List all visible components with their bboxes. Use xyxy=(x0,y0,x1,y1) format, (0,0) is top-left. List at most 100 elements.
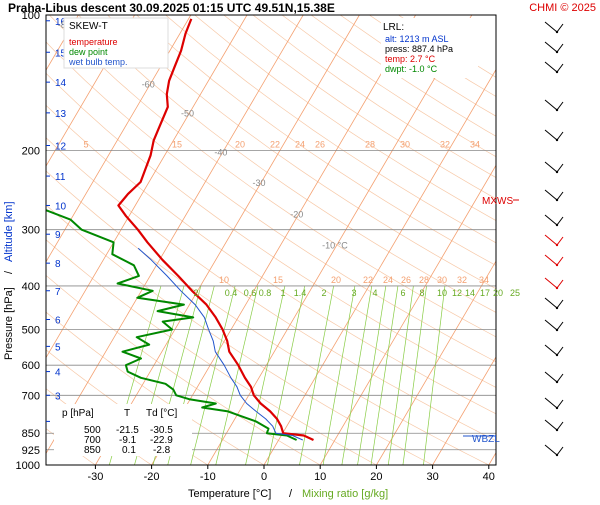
mixing-ratio-label: 26 xyxy=(315,139,325,149)
wind-barb-flag xyxy=(557,164,563,172)
lrl-label: LRL: xyxy=(383,22,404,33)
lrl-temp: temp: 2.7 °C xyxy=(385,54,436,64)
pressure-tick-label: 600 xyxy=(22,360,40,372)
y-axis-label: Pressure [hPa] / Altitude [km] xyxy=(3,201,15,360)
wind-barb-flag xyxy=(557,280,563,288)
x-tick-label: 30 xyxy=(426,471,438,483)
wind-barb-station xyxy=(556,199,558,201)
wind-barb-station xyxy=(556,31,558,33)
x-tick-label: 40 xyxy=(483,471,495,483)
mixing-ratio-label: 5 xyxy=(83,139,88,149)
altitude-tick-label: 8 xyxy=(55,259,61,270)
x-tick-label: 10 xyxy=(314,471,326,483)
isotherm-label: -30 xyxy=(253,178,266,188)
mixing-ratio-label: 15 xyxy=(273,275,283,285)
mixing-ratio-label: 34 xyxy=(479,275,489,285)
wind-barb xyxy=(545,345,557,355)
mixing-ratio-label: 22 xyxy=(270,139,280,149)
altitude-tick-label: 4 xyxy=(55,368,61,379)
altitude-tick-label: 10 xyxy=(55,201,67,212)
wind-barb xyxy=(545,278,557,288)
wind-barb-flag xyxy=(557,217,563,225)
lrl-press: press: 887.4 hPa xyxy=(385,44,453,54)
mixing-ratio-label: 30 xyxy=(437,275,447,285)
mixing-ratio-label: 26 xyxy=(401,275,411,285)
mixing-ratio-label: 3 xyxy=(351,288,356,298)
mixing-ratio-label: 17 xyxy=(480,288,490,298)
isotherm-label: -20 xyxy=(290,210,303,220)
x-tick-label: 20 xyxy=(370,471,382,483)
x-tick-label: 0 xyxy=(261,471,267,483)
wind-barb-station xyxy=(556,354,558,356)
x-axis-label: Temperature [°C] / Mixing ratio [g/kg] xyxy=(188,488,388,500)
pressure-tick-label: 925 xyxy=(22,445,40,457)
pressure-tick-label: 500 xyxy=(22,325,40,337)
mixing-ratio-label: 34 xyxy=(470,139,480,149)
legend-chart-name: SKEW-T xyxy=(69,21,108,32)
wind-barb-flag xyxy=(557,400,563,408)
table-header-td: Td [°C] xyxy=(146,408,177,419)
x-tick-label: -20 xyxy=(144,471,160,483)
lrl-alt: alt: 1213 m ASL xyxy=(385,34,449,44)
mixing-ratio-label: 2 xyxy=(193,288,198,298)
mixing-ratio-label: 25 xyxy=(510,288,520,298)
wind-barb-flag xyxy=(557,422,563,430)
wind-barb-flag xyxy=(557,132,563,140)
table-header-p: p [hPa] xyxy=(62,408,94,419)
isotherm-label: -40 xyxy=(214,147,227,157)
mixing-ratio-label: 20 xyxy=(235,139,245,149)
wind-barb-station xyxy=(556,71,558,73)
wind-barb xyxy=(545,100,557,110)
isotherm-label: -50 xyxy=(181,108,194,118)
wind-barb-flag xyxy=(557,24,563,32)
wind-barb-flag xyxy=(557,257,563,265)
wind-barb xyxy=(545,398,557,408)
wind-barb xyxy=(545,62,557,72)
pressure-tick-label: 400 xyxy=(22,281,40,293)
mixing-ratio-label: 32 xyxy=(457,275,467,285)
wind-barb-flag xyxy=(557,102,563,110)
mixing-ratio-label: 28 xyxy=(419,275,429,285)
mixing-ratio-label: 32 xyxy=(440,139,450,149)
wind-barb-flag xyxy=(557,64,563,72)
mixing-ratio-label: 24 xyxy=(383,275,393,285)
wind-barb-flag xyxy=(557,347,563,355)
wind-barb-flag xyxy=(557,374,563,382)
table-cell-td: -2.8 xyxy=(153,445,171,456)
y-axis-label-sep: / xyxy=(3,270,15,274)
altitude-tick-label: 5 xyxy=(55,342,61,353)
altitude-tick-label: 14 xyxy=(55,78,67,89)
wind-barb xyxy=(545,190,557,200)
wind-barb-flag xyxy=(557,447,563,455)
wind-barb xyxy=(545,235,557,245)
wind-barb-flag xyxy=(557,44,563,52)
wind-barb xyxy=(545,445,557,455)
x-tick-label: -30 xyxy=(87,471,103,483)
mixing-ratio-label: 20 xyxy=(493,288,503,298)
x-tick-label: -10 xyxy=(200,471,216,483)
mixing-ratio-label: 12 xyxy=(452,288,462,298)
mixing-ratio-label: 20 xyxy=(331,275,341,285)
wind-barb-station xyxy=(556,224,558,226)
wind-barb xyxy=(545,320,557,330)
legend-temperature: temperature xyxy=(69,37,118,47)
mixing-ratio-label: 0.4 xyxy=(225,288,238,298)
y-axis-label-altitude: Altitude [km] xyxy=(3,201,15,262)
pressure-tick-label: 700 xyxy=(22,390,40,402)
x-axis-label-sep: / xyxy=(289,488,293,500)
wind-barb-station xyxy=(556,407,558,409)
legend-dew-point: dew point xyxy=(69,47,108,57)
altitude-tick-label: 3 xyxy=(55,391,61,402)
mixing-ratio-label: 24 xyxy=(295,139,305,149)
wind-barb xyxy=(545,22,557,32)
wind-barb xyxy=(545,420,557,430)
mixing-ratio-label: 0.6 xyxy=(244,288,257,298)
altitude-tick-label: 9 xyxy=(55,230,61,241)
x-axis-label-mixing: Mixing ratio [g/kg] xyxy=(302,488,388,500)
wind-barb xyxy=(545,372,557,382)
wind-barb-station xyxy=(556,264,558,266)
wind-barb-station xyxy=(556,329,558,331)
wind-barb-flag xyxy=(557,237,563,245)
